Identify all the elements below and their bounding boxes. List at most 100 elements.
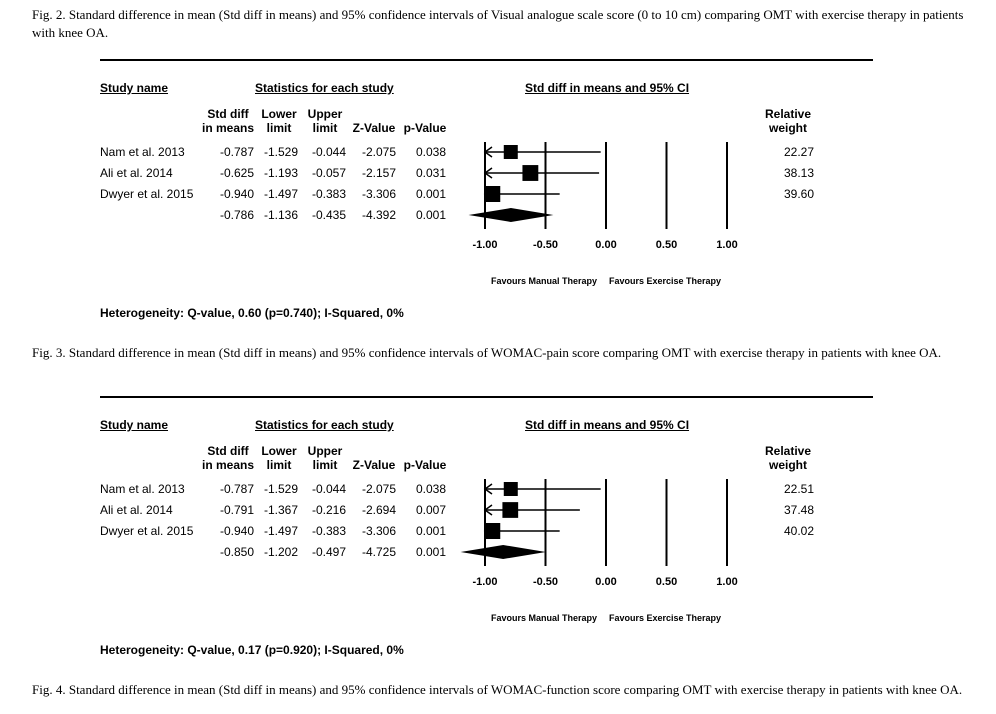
study-z: -3.306 [361,524,396,538]
study-p: 0.001 [415,524,446,538]
point-estimate-square [484,186,501,202]
summary-diamond [460,545,546,559]
study-name: Dwyer et al. 2015 [100,187,194,201]
col-header-relative: Relative [764,107,812,121]
col-header-lower-limit: limit [266,121,292,135]
summary-lower: -1.136 [263,208,298,222]
study-weight: 38.13 [783,166,814,180]
study-est: -0.791 [219,503,254,517]
figure-2-caption: Fig. 2. Standard difference in mean (Std… [32,7,964,40]
col-header-p-value: p-Value [403,458,447,472]
summary-upper: -0.435 [311,208,346,222]
point-estimate-square [522,165,539,181]
study-lower: -1.497 [263,524,298,538]
study-weight: 37.48 [783,503,814,517]
col-header-upper-limit: limit [312,458,338,472]
top-rule [100,396,873,398]
x-tick-label: -0.50 [532,239,559,251]
ci-truncation-arrow [483,146,493,158]
study-upper: -0.057 [311,166,346,180]
summary-z: -4.725 [361,545,396,559]
favours-right-label: Favours Exercise Therapy [609,276,722,286]
col-header-lower-limit-top: Lower [261,107,297,121]
top-rule [100,59,873,61]
col-header-std-diff-top: Std diff [207,107,249,121]
col-header-z-value: Z-Value [352,121,396,135]
heterogeneity-text: Heterogeneity: Q-value, 0.17 (p=0.920); … [100,643,404,657]
heterogeneity-text: Heterogeneity: Q-value, 0.60 (p=0.740); … [100,306,404,320]
col-header-upper-limit-top: Upper [307,107,343,121]
study-est: -0.625 [219,166,254,180]
study-lower: -1.193 [263,166,298,180]
study-z: -2.694 [361,503,396,517]
study-est: -0.940 [219,524,254,538]
study-upper: -0.383 [311,524,346,538]
col-header-p-value: p-Value [403,121,447,135]
study-lower: -1.529 [263,482,298,496]
study-p: 0.031 [415,166,446,180]
header-statistics: Statistics for each study [255,81,394,95]
summary-p: 0.001 [415,545,446,559]
col-header-relative: Relative [764,444,812,458]
summary-upper: -0.497 [311,545,346,559]
study-z: -3.306 [361,187,396,201]
col-header-std-diff: in means [201,121,255,135]
study-p: 0.038 [415,145,446,159]
x-tick-label: 0.50 [655,576,678,588]
study-lower: -1.497 [263,187,298,201]
ci-truncation-arrow [483,483,493,495]
col-header-weight: weight [769,458,807,472]
favours-left-label: Favours Manual Therapy [491,276,598,286]
figure-4-caption: Fig. 4. Standard difference in mean (Std… [32,682,963,697]
favours-right-label: Favours Exercise Therapy [609,613,722,623]
x-tick-label: 1.00 [716,576,738,588]
col-header-weight: weight [769,121,807,135]
study-name: Ali et al. 2014 [100,503,173,517]
study-p: 0.038 [415,482,446,496]
summary-lower: -1.202 [263,545,298,559]
x-tick-label: -1.00 [472,239,498,251]
study-upper: -0.044 [311,482,346,496]
col-header-lower-limit-top: Lower [261,444,297,458]
x-tick-label: -0.50 [532,576,559,588]
figure-3-caption: Fig. 3. Standard difference in mean (Std… [32,345,942,360]
study-upper: -0.383 [311,187,346,201]
study-lower: -1.367 [263,503,298,517]
study-weight: 22.27 [783,145,814,159]
summary-est: -0.850 [219,545,254,559]
study-name: Nam et al. 2013 [100,145,185,159]
col-header-lower-limit: limit [266,458,292,472]
study-upper: -0.044 [311,145,346,159]
x-tick-label: -1.00 [472,576,498,588]
study-lower: -1.529 [263,145,298,159]
study-p: 0.001 [415,187,446,201]
study-est: -0.787 [219,145,254,159]
header-ci: Std diff in means and 95% CI [525,81,690,95]
header-study-name: Study name [100,418,169,432]
point-estimate-square [503,482,518,496]
summary-z: -4.392 [361,208,396,222]
header-study-name: Study name [100,81,169,95]
forest-plot-2: Study name Statistics for each study Std d… [0,337,996,657]
study-z: -2.075 [361,482,396,496]
summary-est: -0.786 [219,208,254,222]
study-est: -0.940 [219,187,254,201]
study-name: Dwyer et al. 2015 [100,524,194,538]
study-name: Nam et al. 2013 [100,482,185,496]
col-header-upper-limit-top: Upper [307,444,343,458]
x-tick-label: 0.00 [595,239,617,251]
study-z: -2.075 [361,145,396,159]
study-est: -0.787 [219,482,254,496]
study-p: 0.007 [415,503,446,517]
favours-left-label: Favours Manual Therapy [491,613,598,623]
x-tick-label: 1.00 [716,239,738,251]
col-header-z-value: Z-Value [352,458,396,472]
point-estimate-square [484,523,501,539]
ci-truncation-arrow [483,167,493,179]
col-header-upper-limit: limit [312,121,338,135]
header-statistics: Statistics for each study [255,418,394,432]
col-header-std-diff-top: Std diff [207,444,249,458]
forest-plot-area [460,479,728,566]
summary-p: 0.001 [415,208,446,222]
x-tick-label: 0.00 [595,576,617,588]
